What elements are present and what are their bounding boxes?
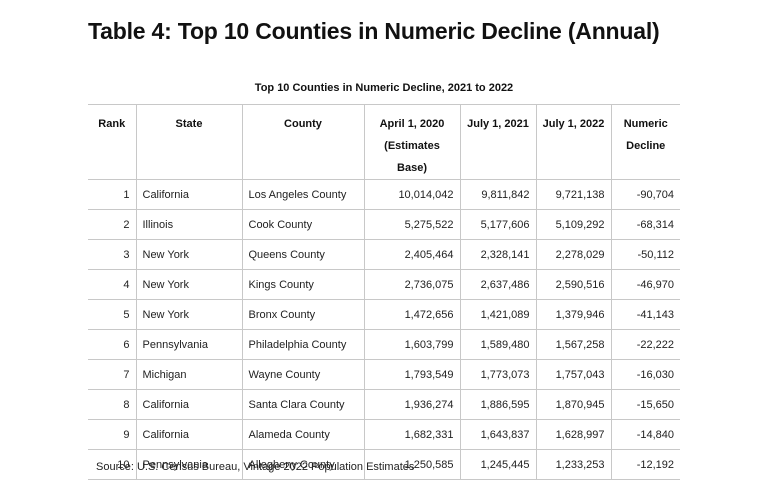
rank-cell: 1: [88, 179, 137, 210]
april-2020-cell: 1,936,274: [363, 389, 461, 420]
state-cell: Pennsylvania: [135, 329, 243, 360]
decline-cell: -50,112: [610, 239, 680, 270]
table-row: 5 New York Bronx County 1,472,656 1,421,…: [88, 299, 680, 330]
decline-cell: -41,143: [610, 299, 680, 330]
state-cell: California: [135, 419, 243, 450]
header-state: State: [135, 104, 243, 180]
state-cell: New York: [135, 269, 243, 300]
april-2020-cell: 1,472,656: [363, 299, 461, 330]
july-2022-cell: 9,721,138: [535, 179, 612, 210]
table-row: 9 California Alameda County 1,682,331 1,…: [88, 419, 680, 450]
table-row: 7 Michigan Wayne County 1,793,549 1,773,…: [88, 359, 680, 390]
rank-cell: 6: [88, 329, 137, 360]
table-row: 4 New York Kings County 2,736,075 2,637,…: [88, 269, 680, 300]
april-2020-cell: 2,736,075: [363, 269, 461, 300]
table-row: 3 New York Queens County 2,405,464 2,328…: [88, 239, 680, 270]
county-cell: Kings County: [241, 269, 365, 300]
header-numeric-decline: Numeric Decline: [610, 104, 680, 180]
april-2020-cell: 1,793,549: [363, 359, 461, 390]
rank-cell: 5: [88, 299, 137, 330]
state-cell: New York: [135, 239, 243, 270]
decline-cell: -90,704: [610, 179, 680, 210]
rank-cell: 4: [88, 269, 137, 300]
county-decline-table: Rank State County April 1, 2020 (Estimat…: [88, 104, 680, 480]
july-2022-cell: 1,233,253: [535, 449, 612, 480]
header-rank: Rank: [88, 104, 137, 180]
header-county: County: [241, 104, 365, 180]
july-2021-cell: 1,421,089: [459, 299, 537, 330]
county-cell: Philadelphia County: [241, 329, 365, 360]
july-2022-cell: 2,590,516: [535, 269, 612, 300]
july-2022-cell: 2,278,029: [535, 239, 612, 270]
page-title: Table 4: Top 10 Counties in Numeric Decl…: [88, 18, 660, 44]
header-july-2021: July 1, 2021: [459, 104, 537, 180]
state-cell: California: [135, 389, 243, 420]
april-2020-cell: 5,275,522: [363, 209, 461, 240]
july-2022-cell: 1,567,258: [535, 329, 612, 360]
july-2022-cell: 1,757,043: [535, 359, 612, 390]
july-2022-cell: 5,109,292: [535, 209, 612, 240]
county-cell: Wayne County: [241, 359, 365, 390]
april-2020-cell: 10,014,042: [363, 179, 461, 210]
state-cell: Pennsylvania: [135, 449, 243, 480]
county-cell: Allegheny County: [241, 449, 365, 480]
july-2021-cell: 9,811,842: [459, 179, 537, 210]
table-caption: Top 10 Counties in Numeric Decline, 2021…: [254, 82, 514, 94]
rank-cell: 9: [88, 419, 137, 450]
rank-cell: 8: [88, 389, 137, 420]
july-2021-cell: 1,589,480: [459, 329, 537, 360]
table-header-row: Rank State County April 1, 2020 (Estimat…: [88, 104, 680, 180]
state-cell: New York: [135, 299, 243, 330]
rank-cell: 10: [88, 449, 137, 480]
state-cell: Michigan: [135, 359, 243, 390]
rank-cell: 3: [88, 239, 137, 270]
july-2022-cell: 1,870,945: [535, 389, 612, 420]
county-cell: Santa Clara County: [241, 389, 365, 420]
july-2021-cell: 1,643,837: [459, 419, 537, 450]
state-cell: Illinois: [135, 209, 243, 240]
county-cell: Bronx County: [241, 299, 365, 330]
decline-cell: -12,192: [610, 449, 680, 480]
july-2021-cell: 1,245,445: [459, 449, 537, 480]
rank-cell: 7: [88, 359, 137, 390]
header-april-2020: April 1, 2020 (Estimates Base): [363, 104, 461, 180]
source-note: Source: U.S. Census Bureau, Vintage 2022…: [96, 461, 415, 473]
decline-cell: -22,222: [610, 329, 680, 360]
county-cell: Cook County: [241, 209, 365, 240]
july-2021-cell: 2,328,141: [459, 239, 537, 270]
decline-cell: -14,840: [610, 419, 680, 450]
rank-cell: 2: [88, 209, 137, 240]
table-row: 2 Illinois Cook County 5,275,522 5,177,6…: [88, 209, 680, 240]
july-2022-cell: 1,628,997: [535, 419, 612, 450]
april-2020-cell: 1,250,585: [363, 449, 461, 480]
july-2021-cell: 5,177,606: [459, 209, 537, 240]
state-cell: California: [135, 179, 243, 210]
july-2021-cell: 1,773,073: [459, 359, 537, 390]
table-row: 10 Pennsylvania Allegheny County 1,250,5…: [88, 449, 680, 480]
april-2020-cell: 1,682,331: [363, 419, 461, 450]
table-row: 1 California Los Angeles County 10,014,0…: [88, 179, 680, 210]
april-2020-cell: 1,603,799: [363, 329, 461, 360]
county-cell: Los Angeles County: [241, 179, 365, 210]
decline-cell: -68,314: [610, 209, 680, 240]
county-cell: Alameda County: [241, 419, 365, 450]
county-cell: Queens County: [241, 239, 365, 270]
header-july-2022: July 1, 2022: [535, 104, 612, 180]
decline-cell: -15,650: [610, 389, 680, 420]
decline-cell: -16,030: [610, 359, 680, 390]
decline-cell: -46,970: [610, 269, 680, 300]
april-2020-cell: 2,405,464: [363, 239, 461, 270]
july-2022-cell: 1,379,946: [535, 299, 612, 330]
table-row: 8 California Santa Clara County 1,936,27…: [88, 389, 680, 420]
july-2021-cell: 2,637,486: [459, 269, 537, 300]
july-2021-cell: 1,886,595: [459, 389, 537, 420]
table-row: 6 Pennsylvania Philadelphia County 1,603…: [88, 329, 680, 360]
